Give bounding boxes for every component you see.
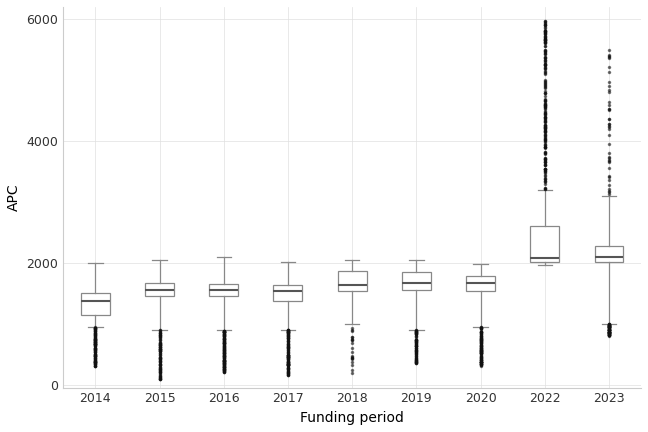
X-axis label: Funding period: Funding period bbox=[300, 411, 404, 425]
PathPatch shape bbox=[466, 276, 495, 291]
PathPatch shape bbox=[530, 226, 559, 261]
PathPatch shape bbox=[338, 271, 367, 291]
PathPatch shape bbox=[402, 272, 431, 290]
Y-axis label: APC: APC bbox=[7, 184, 21, 211]
PathPatch shape bbox=[145, 283, 174, 295]
PathPatch shape bbox=[273, 285, 303, 301]
PathPatch shape bbox=[594, 246, 623, 262]
PathPatch shape bbox=[209, 284, 238, 296]
PathPatch shape bbox=[81, 293, 110, 314]
